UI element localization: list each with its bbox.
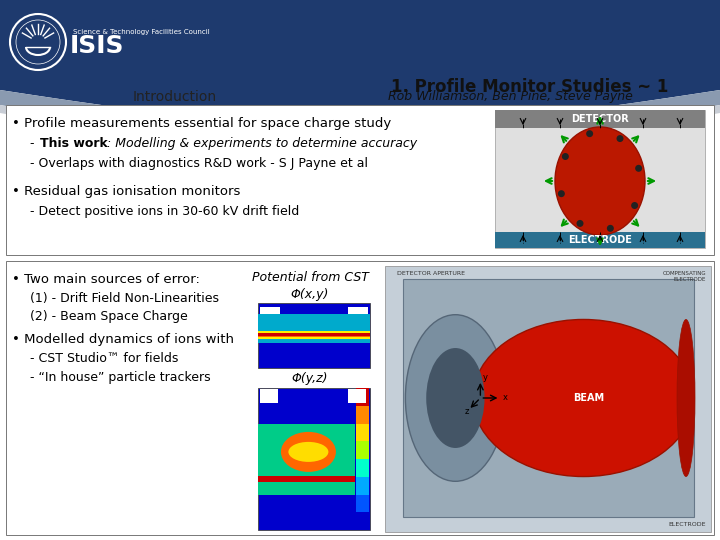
Text: Φ(y,z): Φ(y,z) <box>292 372 328 385</box>
FancyBboxPatch shape <box>258 303 370 368</box>
Text: : Modelling & experiments to determine accuracy: : Modelling & experiments to determine a… <box>107 137 417 150</box>
FancyBboxPatch shape <box>0 0 720 90</box>
Ellipse shape <box>281 432 336 472</box>
Polygon shape <box>0 90 720 145</box>
FancyBboxPatch shape <box>348 389 366 403</box>
Polygon shape <box>0 105 720 153</box>
FancyBboxPatch shape <box>348 307 368 321</box>
Text: • Modelled dynamics of ions with: • Modelled dynamics of ions with <box>12 333 234 346</box>
FancyBboxPatch shape <box>258 331 370 339</box>
Circle shape <box>586 130 593 137</box>
Circle shape <box>562 153 569 160</box>
FancyBboxPatch shape <box>495 232 705 248</box>
Text: • Profile measurements essential for space charge study: • Profile measurements essential for spa… <box>12 117 391 130</box>
Text: Introduction: Introduction <box>133 90 217 104</box>
Circle shape <box>635 165 642 172</box>
Text: Potential from CST: Potential from CST <box>251 271 369 284</box>
Text: This work: This work <box>40 137 108 150</box>
FancyBboxPatch shape <box>260 307 280 321</box>
Text: -: - <box>30 137 38 150</box>
FancyBboxPatch shape <box>356 423 369 441</box>
Text: (2) - Beam Space Charge: (2) - Beam Space Charge <box>30 310 188 323</box>
FancyBboxPatch shape <box>6 105 714 255</box>
Ellipse shape <box>555 127 645 235</box>
Text: COMPENSATING
ELECTRODE: COMPENSATING ELECTRODE <box>662 271 706 282</box>
Text: Rob Williamson, Ben Pine, Steve Payne: Rob Williamson, Ben Pine, Steve Payne <box>387 90 632 103</box>
Text: ISIS: ISIS <box>70 34 125 58</box>
Text: DETECTOR: DETECTOR <box>571 114 629 124</box>
Circle shape <box>631 202 638 209</box>
FancyBboxPatch shape <box>258 476 355 482</box>
FancyBboxPatch shape <box>6 261 714 535</box>
Circle shape <box>607 225 614 232</box>
Ellipse shape <box>473 320 694 476</box>
Text: DETECTOR APERTURE: DETECTOR APERTURE <box>397 271 465 276</box>
Text: • Residual gas ionisation monitors: • Residual gas ionisation monitors <box>12 185 240 198</box>
FancyBboxPatch shape <box>356 512 369 530</box>
Text: - “In house” particle trackers: - “In house” particle trackers <box>30 371 211 384</box>
FancyBboxPatch shape <box>356 476 369 495</box>
FancyBboxPatch shape <box>356 494 369 512</box>
FancyBboxPatch shape <box>356 405 369 423</box>
FancyBboxPatch shape <box>495 110 705 248</box>
Text: - CST Studio™ for fields: - CST Studio™ for fields <box>30 352 179 365</box>
FancyBboxPatch shape <box>356 388 369 406</box>
Ellipse shape <box>289 442 328 462</box>
FancyBboxPatch shape <box>356 458 369 477</box>
FancyBboxPatch shape <box>403 279 694 517</box>
Text: (1) - Drift Field Non-Linearities: (1) - Drift Field Non-Linearities <box>30 292 219 305</box>
Circle shape <box>616 135 624 142</box>
Text: ELECTRODE: ELECTRODE <box>668 522 706 527</box>
FancyBboxPatch shape <box>258 333 370 335</box>
Text: Φ(x,y): Φ(x,y) <box>291 288 329 301</box>
Text: BEAM: BEAM <box>573 393 604 403</box>
FancyBboxPatch shape <box>258 314 370 343</box>
Text: - Overlaps with diagnostics R&D work - S J Payne et al: - Overlaps with diagnostics R&D work - S… <box>30 157 368 170</box>
Text: 1. Profile Monitor Studies ~ 1: 1. Profile Monitor Studies ~ 1 <box>391 78 669 96</box>
FancyBboxPatch shape <box>258 388 370 530</box>
Text: ELECTRODE: ELECTRODE <box>568 235 632 245</box>
Text: - Detect positive ions in 30-60 kV drift field: - Detect positive ions in 30-60 kV drift… <box>30 205 300 218</box>
FancyBboxPatch shape <box>495 110 705 128</box>
Circle shape <box>577 220 583 227</box>
FancyBboxPatch shape <box>260 389 278 403</box>
Text: y: y <box>482 374 487 382</box>
Text: z: z <box>464 408 469 416</box>
FancyBboxPatch shape <box>258 423 355 495</box>
Ellipse shape <box>426 348 485 448</box>
Text: x: x <box>503 394 508 402</box>
Text: • Two main sources of error:: • Two main sources of error: <box>12 273 200 286</box>
FancyBboxPatch shape <box>385 266 711 532</box>
Ellipse shape <box>405 315 505 481</box>
Circle shape <box>558 190 565 197</box>
Ellipse shape <box>677 320 695 476</box>
FancyBboxPatch shape <box>258 333 370 337</box>
Text: Science & Technology Facilities Council: Science & Technology Facilities Council <box>73 29 210 35</box>
Polygon shape <box>0 0 720 125</box>
FancyBboxPatch shape <box>356 441 369 459</box>
